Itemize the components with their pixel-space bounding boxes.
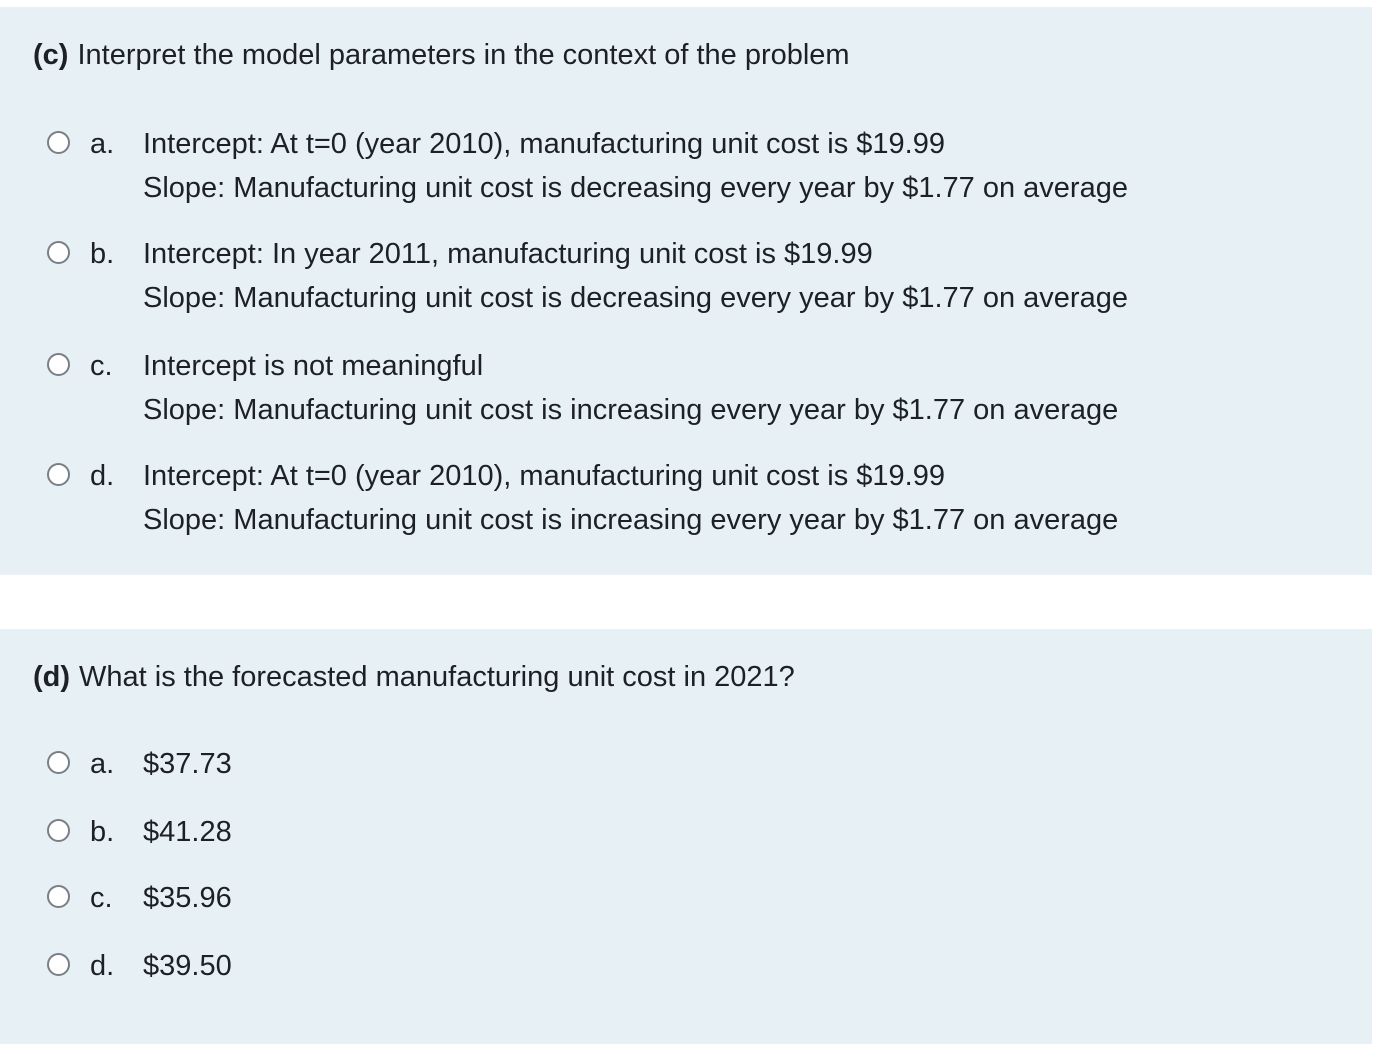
question-c-panel: (c) Interpret the model parameters in the… bbox=[0, 7, 1372, 575]
option-intercept-line: Intercept: At t=0 (year 2010), manufactu… bbox=[143, 460, 945, 492]
option-text: Intercept is not meaningful Slope: Manuf… bbox=[143, 344, 1118, 432]
option-letter: d. bbox=[90, 460, 115, 492]
option-slope-line: Slope: Manufacturing unit cost is decrea… bbox=[143, 172, 1128, 204]
option-letter: c. bbox=[90, 350, 113, 382]
question-d-text: (d) What is the forecasted manufacturing … bbox=[33, 659, 795, 695]
option-text: Intercept: In year 2011, manufacturing u… bbox=[143, 232, 1128, 320]
option-letter: d. bbox=[90, 950, 115, 982]
question-d-panel: (d) What is the forecasted manufacturing … bbox=[0, 629, 1372, 1044]
question-c-text: (c) Interpret the model parameters in the… bbox=[33, 37, 850, 73]
option-text: Intercept: At t=0 (year 2010), manufactu… bbox=[143, 454, 1118, 542]
radio-button[interactable] bbox=[47, 819, 70, 842]
option-text: $41.28 bbox=[143, 816, 232, 848]
option-letter: b. bbox=[90, 816, 115, 848]
option-intercept-line: Intercept: In year 2011, manufacturing u… bbox=[143, 238, 873, 270]
option-intercept-line: Intercept is not meaningful bbox=[143, 350, 484, 382]
radio-button[interactable] bbox=[47, 463, 70, 486]
option-letter: b. bbox=[90, 238, 115, 270]
option-slope-line: Slope: Manufacturing unit cost is increa… bbox=[143, 504, 1119, 536]
option-letter: a. bbox=[90, 748, 115, 780]
question-c-prompt: Interpret the model parameters in the co… bbox=[77, 39, 850, 71]
question-c-label: (c) bbox=[33, 39, 69, 71]
option-intercept-line: Intercept: At t=0 (year 2010), manufactu… bbox=[143, 128, 945, 160]
option-letter: c. bbox=[90, 882, 113, 914]
option-text: Intercept: At t=0 (year 2010), manufactu… bbox=[143, 122, 1128, 210]
question-d-prompt: What is the forecasted manufacturing uni… bbox=[79, 661, 795, 693]
option-text: $39.50 bbox=[143, 950, 232, 982]
option-slope-line: Slope: Manufacturing unit cost is increa… bbox=[143, 394, 1119, 426]
question-d-label: (d) bbox=[33, 661, 71, 693]
radio-button[interactable] bbox=[47, 241, 70, 264]
radio-button[interactable] bbox=[47, 885, 70, 908]
option-text: $37.73 bbox=[143, 748, 232, 780]
radio-button[interactable] bbox=[47, 751, 70, 774]
option-letter: a. bbox=[90, 128, 115, 160]
option-text: $35.96 bbox=[143, 882, 232, 914]
radio-button[interactable] bbox=[47, 953, 70, 976]
radio-button[interactable] bbox=[47, 353, 70, 376]
option-slope-line: Slope: Manufacturing unit cost is decrea… bbox=[143, 282, 1128, 314]
radio-button[interactable] bbox=[47, 131, 70, 154]
